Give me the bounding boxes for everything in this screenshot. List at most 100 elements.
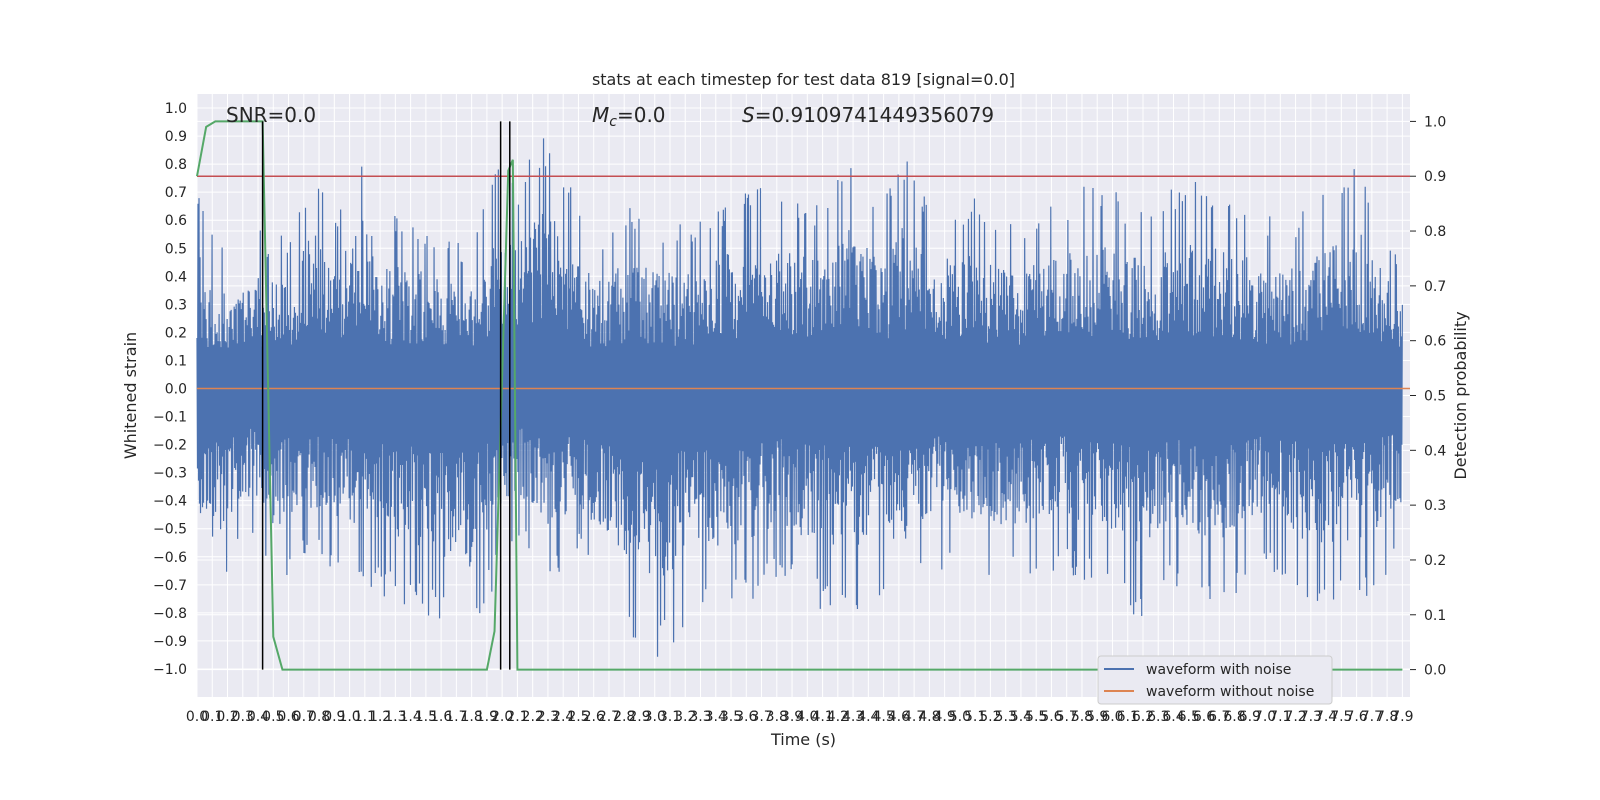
x-tick-label: 4.2 bbox=[827, 709, 849, 725]
x-tick-label: 4.0 bbox=[796, 709, 818, 725]
y-tick-label: 0.9 bbox=[165, 129, 187, 145]
x-tick-label: 4.6 bbox=[888, 709, 910, 725]
legend: waveform with noise waveform without noi… bbox=[1097, 655, 1333, 705]
x-tick-label: 5.1 bbox=[964, 709, 986, 725]
x-tick-label: 2.6 bbox=[583, 709, 605, 725]
x-tick-label: 6.2 bbox=[1132, 709, 1154, 725]
x-tick-label: 4.5 bbox=[872, 709, 894, 725]
x-tick-label: 2.9 bbox=[628, 709, 650, 725]
x-tick-label: 1.3 bbox=[384, 709, 406, 725]
x-tick-label: 4.7 bbox=[903, 709, 925, 725]
snr-annotation: SNR=0.0 bbox=[226, 103, 316, 127]
x-tick-label: 4.1 bbox=[811, 709, 833, 725]
x-tick-label: 7.2 bbox=[1284, 709, 1306, 725]
y-right-tick-label: 0.7 bbox=[1424, 279, 1446, 295]
x-tick-label: 2.8 bbox=[613, 709, 635, 725]
x-tick-label: 6.0 bbox=[1101, 709, 1123, 725]
x-tick-label: 7.3 bbox=[1300, 709, 1322, 725]
x-tick-label: 1.8 bbox=[461, 709, 483, 725]
x-tick-label: 5.2 bbox=[979, 709, 1001, 725]
x-tick-label: 6.4 bbox=[1162, 709, 1184, 725]
y-tick-label: 0.4 bbox=[165, 269, 187, 285]
x-tick-label: 5.9 bbox=[1086, 709, 1108, 725]
y-tick-label: −0.6 bbox=[153, 550, 187, 566]
x-tick-label: 6.5 bbox=[1178, 709, 1200, 725]
x-tick-label: 2.0 bbox=[491, 709, 513, 725]
x-tick-label: 0.3 bbox=[232, 709, 254, 725]
x-tick-label: 2.2 bbox=[522, 709, 544, 725]
waveform-with-noise-line bbox=[196, 138, 1403, 657]
x-tick-label: 3.4 bbox=[705, 709, 727, 725]
x-tick-label: 0.2 bbox=[216, 709, 238, 725]
x-tick-label: 7.5 bbox=[1330, 709, 1352, 725]
tick-labels: 0.00.10.20.30.40.50.60.70.80.91.01.11.21… bbox=[153, 101, 1446, 725]
y-tick-label: −0.1 bbox=[153, 410, 187, 426]
x-tick-label: 0.7 bbox=[293, 709, 315, 725]
y-right-tick-label: 0.1 bbox=[1424, 608, 1446, 624]
x-tick-label: 2.5 bbox=[567, 709, 589, 725]
x-tick-label: 6.7 bbox=[1208, 709, 1230, 725]
x-tick-label: 1.6 bbox=[430, 709, 452, 725]
x-tick-label: 0.4 bbox=[247, 709, 269, 725]
y-tick-label: 0.0 bbox=[165, 381, 187, 397]
x-tick-label: 3.1 bbox=[659, 709, 681, 725]
chirp-mass-value: =0.0 bbox=[617, 103, 666, 127]
x-tick-label: 5.3 bbox=[995, 709, 1017, 725]
x-tick-label: 6.1 bbox=[1117, 709, 1139, 725]
x-tick-label: 3.8 bbox=[766, 709, 788, 725]
y-right-tick-label: 0.3 bbox=[1424, 498, 1446, 514]
waveform-with-noise-series bbox=[196, 138, 1403, 657]
x-tick-label: 0.8 bbox=[308, 709, 330, 725]
y-tick-label: 0.5 bbox=[165, 241, 187, 257]
y-tick-label: −0.3 bbox=[153, 466, 187, 482]
x-tick-label: 3.0 bbox=[644, 709, 666, 725]
y-tick-label: 0.8 bbox=[165, 157, 187, 173]
x-tick-label: 7.7 bbox=[1361, 709, 1383, 725]
x-tick-label: 1.5 bbox=[415, 709, 437, 725]
x-tick-label: 5.8 bbox=[1071, 709, 1093, 725]
x-tick-label: 2.7 bbox=[598, 709, 620, 725]
y-tick-label: −1.0 bbox=[153, 662, 187, 678]
x-tick-label: 5.4 bbox=[1010, 709, 1032, 725]
x-tick-label: 7.4 bbox=[1315, 709, 1337, 725]
x-tick-label: 0.6 bbox=[277, 709, 299, 725]
x-tick-label: 3.6 bbox=[735, 709, 757, 725]
chirp-mass-annotation: Mc=0.0 bbox=[592, 103, 666, 130]
x-tick-label: 7.6 bbox=[1345, 709, 1367, 725]
chirp-mass-subscript: c bbox=[609, 114, 617, 130]
x-tick-label: 6.9 bbox=[1239, 709, 1261, 725]
x-tick-label: 0.1 bbox=[201, 709, 223, 725]
x-tick-label: 4.4 bbox=[857, 709, 879, 725]
y-right-tick-label: 0.9 bbox=[1424, 169, 1446, 185]
y-tick-label: −0.2 bbox=[153, 438, 187, 454]
score-symbol: S bbox=[742, 103, 755, 127]
chart-title: stats at each timestep for test data 819… bbox=[592, 70, 1015, 89]
y-right-tick-label: 0.2 bbox=[1424, 553, 1446, 569]
legend-label-noise: waveform with noise bbox=[1146, 662, 1291, 678]
x-tick-label: 2.4 bbox=[552, 709, 574, 725]
x-tick-label: 1.0 bbox=[338, 709, 360, 725]
x-tick-label: 3.7 bbox=[750, 709, 772, 725]
x-tick-label: 3.5 bbox=[720, 709, 742, 725]
y-tick-label: −0.9 bbox=[153, 634, 187, 650]
x-tick-label: 5.7 bbox=[1056, 709, 1078, 725]
y-tick-label: 0.1 bbox=[165, 353, 187, 369]
legend-label-clean: waveform without noise bbox=[1146, 684, 1314, 700]
x-tick-label: 7.8 bbox=[1376, 709, 1398, 725]
x-tick-label: 7.0 bbox=[1254, 709, 1276, 725]
detection-probability-line bbox=[196, 120, 1403, 671]
overlay-lines bbox=[196, 120, 1410, 671]
x-tick-label: 3.9 bbox=[781, 709, 803, 725]
x-tick-label: 5.0 bbox=[949, 709, 971, 725]
x-tick-label: 3.3 bbox=[689, 709, 711, 725]
x-tick-label: 4.8 bbox=[918, 709, 940, 725]
x-tick-label: 5.5 bbox=[1025, 709, 1047, 725]
y-right-tick-label: 0.4 bbox=[1424, 443, 1446, 459]
y-axis-label: Whitened strain bbox=[121, 332, 140, 459]
y-tick-label: 0.6 bbox=[165, 213, 187, 229]
x-tick-label: 2.1 bbox=[506, 709, 528, 725]
chirp-mass-symbol: M bbox=[592, 103, 609, 127]
x-tick-label: 6.6 bbox=[1193, 709, 1215, 725]
y-tick-label: −0.8 bbox=[153, 606, 187, 622]
